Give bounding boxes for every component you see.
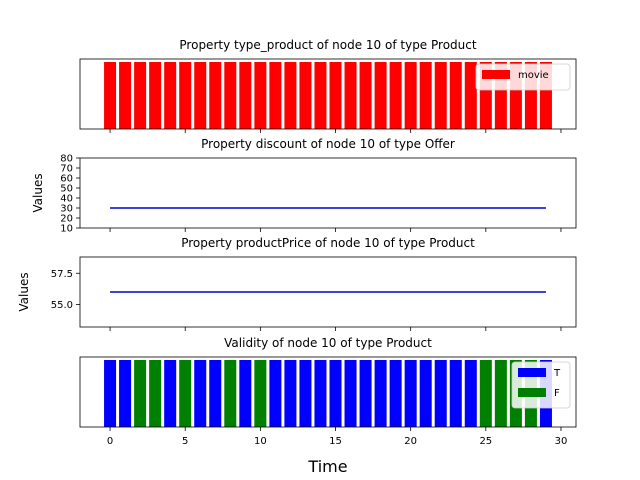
- bar-5-F: [179, 360, 192, 427]
- bar-8-F: [224, 360, 237, 427]
- bar-9-movie: [239, 62, 252, 129]
- legend-label: T: [553, 368, 561, 379]
- bar-2-movie: [134, 62, 147, 129]
- bar-17-movie: [359, 62, 372, 129]
- y-tick-label: 40: [60, 194, 73, 205]
- y-tick-label: 80: [60, 154, 73, 165]
- bar-26-F: [494, 360, 507, 427]
- subplot-title: Validity of node 10 of type Product: [224, 336, 432, 350]
- bar-7-movie: [209, 62, 222, 129]
- x-tick-label: 10: [254, 436, 267, 447]
- x-tick-label: 20: [404, 436, 417, 447]
- bar-20-movie: [404, 62, 417, 129]
- bar-23-movie: [449, 62, 462, 129]
- legend-label: F: [554, 388, 560, 399]
- bar-9-T: [239, 360, 252, 427]
- subplot-discount: Property discount of node 10 of type Off…: [31, 137, 577, 235]
- axes-frame: [79, 157, 577, 229]
- subplot-type-product: Property type_product of node 10 of type…: [79, 38, 577, 133]
- subplot-title: Property type_product of node 10 of type…: [179, 38, 476, 52]
- x-tick-label: 30: [555, 436, 568, 447]
- bar-4-movie: [164, 62, 177, 129]
- bar-5-movie: [179, 62, 192, 129]
- bar-14-T: [314, 360, 327, 427]
- bar-25-F: [479, 360, 492, 427]
- bar-23-T: [449, 360, 462, 427]
- bar-0-T: [104, 360, 117, 427]
- bar-0-movie: [104, 62, 117, 129]
- y-tick-label: 50: [60, 184, 73, 195]
- y-tick-label: 60: [60, 174, 73, 185]
- y-tick-label: 30: [60, 204, 73, 215]
- bar-2-F: [134, 360, 147, 427]
- legend: TF: [511, 361, 571, 409]
- x-tick-label: 0: [107, 436, 113, 447]
- bar-12-movie: [284, 62, 297, 129]
- legend-swatch-T: [518, 368, 546, 377]
- bar-3-movie: [149, 62, 162, 129]
- bar-6-movie: [194, 62, 207, 129]
- bar-1-T: [119, 360, 132, 427]
- subplot-product-price: Property productPrice of node 10 of type…: [17, 236, 577, 331]
- bar-24-movie: [464, 62, 477, 129]
- bar-3-F: [149, 360, 162, 427]
- bar-19-T: [389, 360, 402, 427]
- axes-frame: [79, 256, 577, 328]
- bar-18-T: [374, 360, 387, 427]
- y-tick-label: 55.0: [51, 300, 73, 311]
- bar-6-T: [194, 360, 207, 427]
- bar-11-T: [269, 360, 282, 427]
- bar-18-movie: [374, 62, 387, 129]
- bar-16-T: [344, 360, 357, 427]
- y-tick-label: 57.5: [51, 269, 73, 280]
- axes-frame: [79, 356, 577, 428]
- bar-17-T: [359, 360, 372, 427]
- y-tick-label: 70: [60, 164, 73, 175]
- bar-19-movie: [389, 62, 402, 129]
- bar-14-movie: [314, 62, 327, 129]
- bar-24-T: [464, 360, 477, 427]
- bar-15-T: [329, 360, 342, 427]
- legend-swatch-movie: [482, 70, 510, 79]
- bar-22-T: [434, 360, 447, 427]
- bar-10-movie: [254, 62, 267, 129]
- subplot-title: Property discount of node 10 of type Off…: [201, 137, 455, 151]
- axes-frame: [79, 58, 577, 130]
- bar-12-T: [284, 360, 297, 427]
- bar-13-T: [299, 360, 312, 427]
- bar-22-movie: [434, 62, 447, 129]
- x-axis-label: Time: [307, 457, 347, 476]
- bar-15-movie: [329, 62, 342, 129]
- bar-4-T: [164, 360, 177, 427]
- x-tick-label: 5: [182, 436, 188, 447]
- bar-7-T: [209, 360, 222, 427]
- bar-10-F: [254, 360, 267, 427]
- bar-11-movie: [269, 62, 282, 129]
- y-axis-label: Values: [17, 272, 31, 311]
- bar-21-movie: [419, 62, 432, 129]
- x-tick-label: 15: [329, 436, 342, 447]
- bar-1-movie: [119, 62, 132, 129]
- bar-16-movie: [344, 62, 357, 129]
- y-tick-label: 20: [60, 214, 73, 225]
- x-tick-label: 25: [479, 436, 492, 447]
- bar-8-movie: [224, 62, 237, 129]
- legend-swatch-F: [518, 388, 546, 397]
- subplot-validity: Validity of node 10 of type Product Time…: [79, 336, 577, 476]
- bar-21-T: [419, 360, 432, 427]
- y-tick-label: 10: [60, 224, 73, 235]
- legend: movie: [475, 63, 571, 91]
- legend-label: movie: [518, 70, 549, 81]
- subplot-title: Property productPrice of node 10 of type…: [181, 236, 475, 250]
- y-axis-label: Values: [31, 173, 45, 212]
- bar-20-T: [404, 360, 417, 427]
- bar-13-movie: [299, 62, 312, 129]
